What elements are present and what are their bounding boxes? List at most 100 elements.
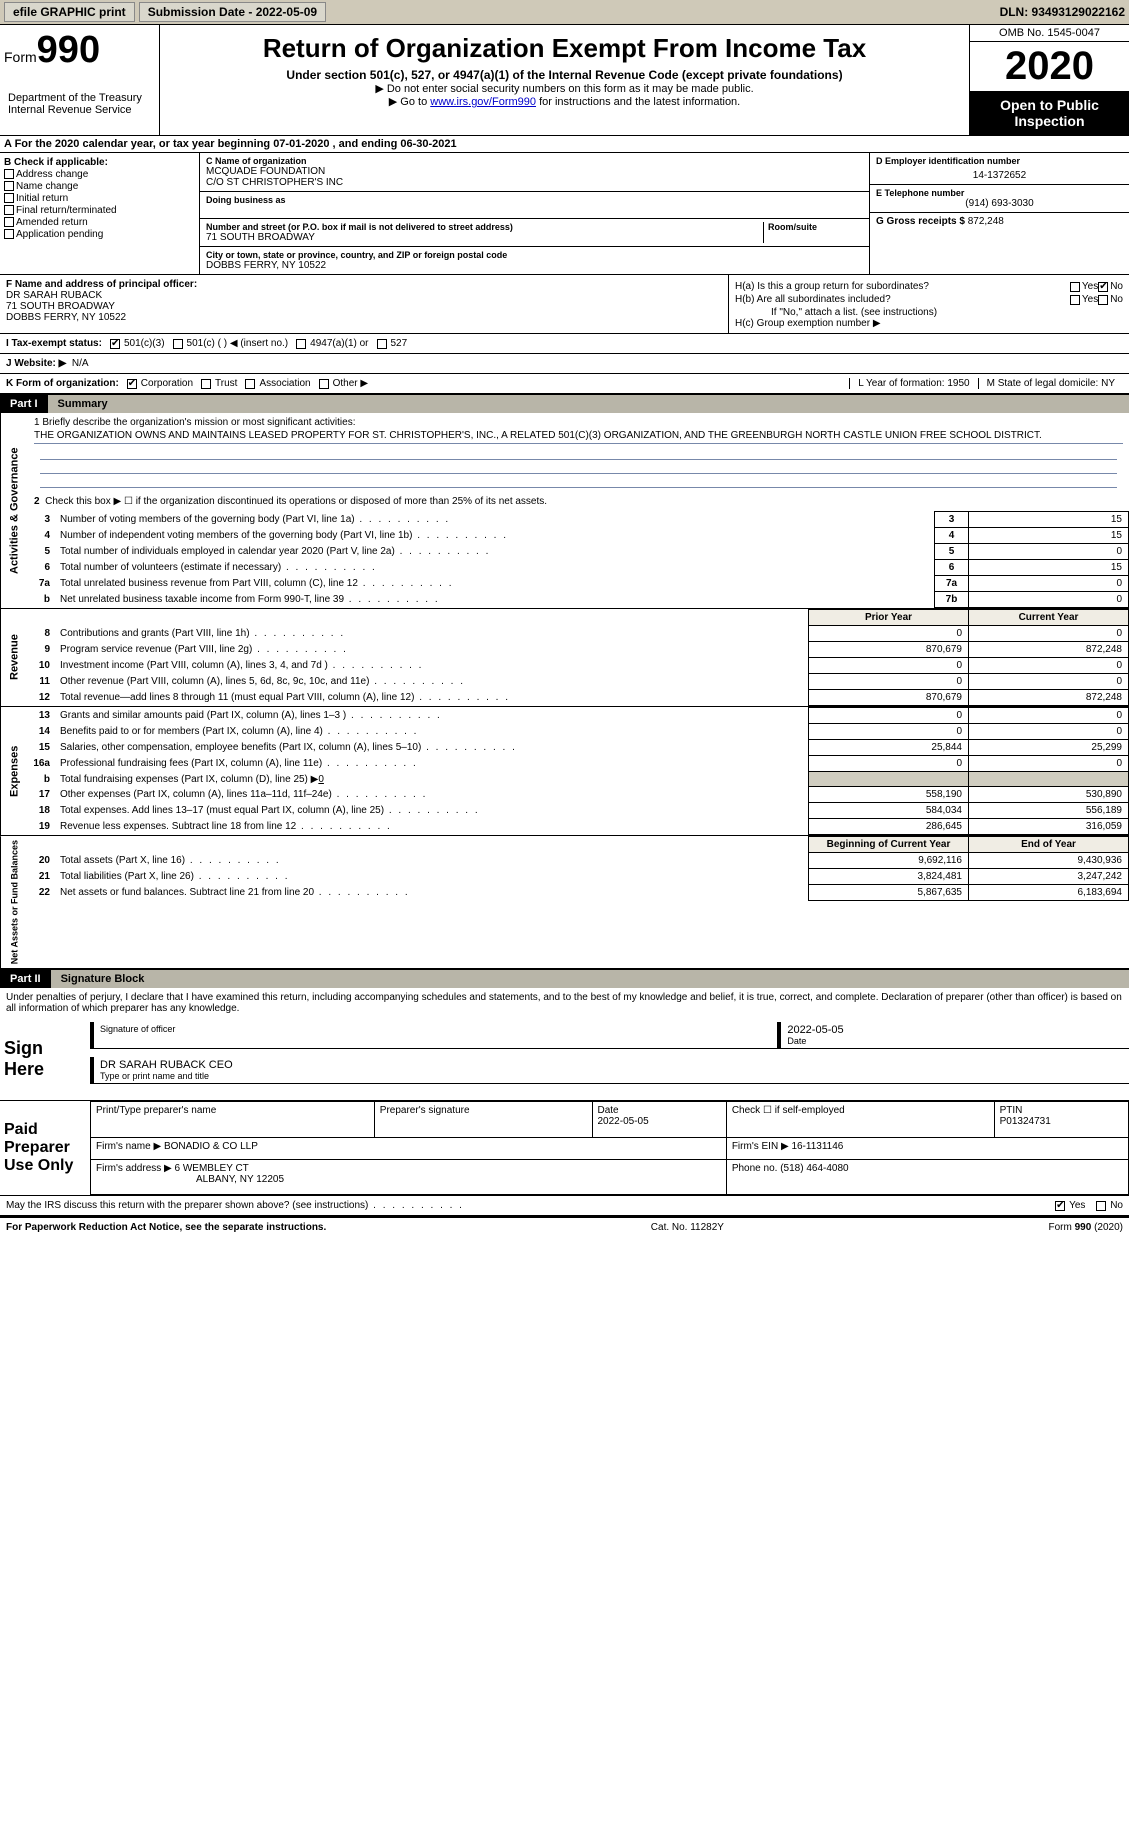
firm-addr-label: Firm's address ▶ [96,1163,172,1174]
officer-name: DR SARAH RUBACK [6,290,102,301]
colb-checkbox[interactable] [4,169,14,179]
colb-checkbox[interactable] [4,229,14,239]
ha-yes-checkbox[interactable] [1070,282,1080,292]
tax-year: 2020 [970,42,1129,91]
blank-line [40,446,1117,460]
form-prefix: Form [4,49,37,65]
irs-no-checkbox[interactable] [1096,1201,1106,1211]
hb-yes-checkbox[interactable] [1070,295,1080,305]
j-website-label: J Website: ▶ [6,358,66,369]
info-grid: B Check if applicable: Address changeNam… [0,153,1129,275]
opt-trust: Trust [215,378,237,389]
prep-h4: Check ☐ if self-employed [732,1105,845,1116]
colb-checkbox[interactable] [4,193,14,203]
netassets-table: Beginning of Current YearEnd of Year20To… [28,836,1129,901]
website-value: N/A [72,358,89,369]
room-label: Room/suite [768,222,863,232]
preparer-label: Paid Preparer Use Only [0,1101,90,1195]
firm-addr2: ALBANY, NY 12205 [196,1174,284,1185]
website-row: J Website: ▶ N/A [0,354,1129,374]
assoc-checkbox[interactable] [245,379,255,389]
f-officer-label: F Name and address of principal officer: [6,279,197,290]
footer-left: For Paperwork Reduction Act Notice, see … [6,1222,326,1233]
ha-label: H(a) Is this a group return for subordin… [735,281,1070,292]
irs-yes-checkbox[interactable] [1055,1201,1065,1211]
trust-checkbox[interactable] [201,379,211,389]
prep-h2: Preparer's signature [380,1105,470,1116]
blank-line [40,460,1117,474]
sig-officer-label: Signature of officer [100,1024,771,1034]
org-careof: C/O ST CHRISTOPHER'S INC [206,177,863,188]
submission-date-button[interactable]: Submission Date - 2022-05-09 [139,2,326,22]
part2-num: Part II [0,970,51,988]
sig-name-label: Type or print name and title [100,1071,1123,1081]
col-b-label: B Check if applicable: [4,157,108,168]
part1-num: Part I [0,395,48,413]
501c-checkbox[interactable] [173,339,183,349]
gross-receipts: 872,248 [968,216,1004,227]
g-gross-label: G Gross receipts $ [876,216,965,227]
hb-note: If "No," attach a list. (see instruction… [771,307,1123,318]
column-b-checkboxes: B Check if applicable: Address changeNam… [0,153,200,274]
efile-print-button[interactable]: efile GRAPHIC print [4,2,135,22]
expenses-table: 13Grants and similar amounts paid (Part … [28,707,1129,835]
part1-title: Summary [48,395,1129,413]
tax-status-row: I Tax-exempt status: 501(c)(3) 501(c) ( … [0,334,1129,354]
dln-label: DLN: 93493129022162 [1000,5,1125,19]
side-revenue: Revenue [0,609,28,706]
k-form-org-row: K Form of organization: Corporation Trus… [0,374,1129,395]
ha-no-checkbox[interactable] [1098,282,1108,292]
open-to-public: Open to Public Inspection [970,91,1129,135]
opt-assoc: Association [259,378,310,389]
sign-here-label: Sign Here [0,1018,90,1100]
other-checkbox[interactable] [319,379,329,389]
colb-checkbox[interactable] [4,205,14,215]
sign-here-row: Sign Here Signature of officer 2022-05-0… [0,1018,1129,1101]
dba-label: Doing business as [206,195,863,205]
q2-text: Check this box ▶ ☐ if the organization d… [45,496,547,507]
top-toolbar: efile GRAPHIC print Submission Date - 20… [0,0,1129,25]
4947-checkbox[interactable] [296,339,306,349]
phone-value: (914) 693-3030 [876,198,1123,209]
l-year: L Year of formation: 1950 [849,378,977,389]
blank-line [40,474,1117,488]
colb-checkbox[interactable] [4,181,14,191]
m-state: M State of legal domicile: NY [978,378,1123,389]
prep-h5: PTIN [1000,1105,1023,1116]
irs-discuss-row: May the IRS discuss this return with the… [0,1196,1129,1217]
preparer-row: Paid Preparer Use Only Print/Type prepar… [0,1101,1129,1196]
subtitle-3: ▶ Go to www.irs.gov/Form990 for instruct… [164,95,965,108]
form-title: Return of Organization Exempt From Incom… [164,33,965,64]
501c3-checkbox[interactable] [110,339,120,349]
part-2-header: Part II Signature Block [0,970,1129,988]
officer-addr1: 71 SOUTH BROADWAY [6,301,115,312]
page-footer: For Paperwork Reduction Act Notice, see … [0,1217,1129,1237]
ptin-value: P01324731 [1000,1116,1051,1127]
sub3-pre: ▶ Go to [389,96,430,108]
firm-ein: 16-1131146 [791,1141,843,1152]
side-netassets: Net Assets or Fund Balances [0,836,28,968]
e-phone-label: E Telephone number [876,188,1123,198]
instructions-link[interactable]: www.irs.gov/Form990 [430,96,536,108]
part2-title: Signature Block [51,970,1129,988]
org-name: MCQUADE FOUNDATION [206,166,863,177]
dept-label: Department of the Treasury Internal Reve… [4,90,155,118]
firm-label: Firm's name ▶ [96,1141,161,1152]
section-a-period: A For the 2020 calendar year, or tax yea… [0,136,1129,153]
firm-phone-label: Phone no. [732,1163,778,1174]
omb-number: OMB No. 1545-0047 [970,25,1129,42]
527-checkbox[interactable] [377,339,387,349]
addr-label: Number and street (or P.O. box if mail i… [206,222,763,232]
opt-501c: 501(c) ( ) ◀ (insert no.) [187,338,289,349]
firm-ein-label: Firm's EIN ▶ [732,1141,789,1152]
firm-name: BONADIO & CO LLP [164,1141,258,1152]
irs-q-text: May the IRS discuss this return with the… [6,1200,464,1211]
prep-h1: Print/Type preparer's name [96,1105,216,1116]
officer-addr2: DOBBS FERRY, NY 10522 [6,312,126,323]
corp-checkbox[interactable] [127,379,137,389]
c-name-label: C Name of organization [206,156,863,166]
hb-no-checkbox[interactable] [1098,295,1108,305]
sig-name: DR SARAH RUBACK CEO [100,1059,1123,1071]
colb-checkbox[interactable] [4,217,14,227]
org-address: 71 SOUTH BROADWAY [206,232,763,243]
